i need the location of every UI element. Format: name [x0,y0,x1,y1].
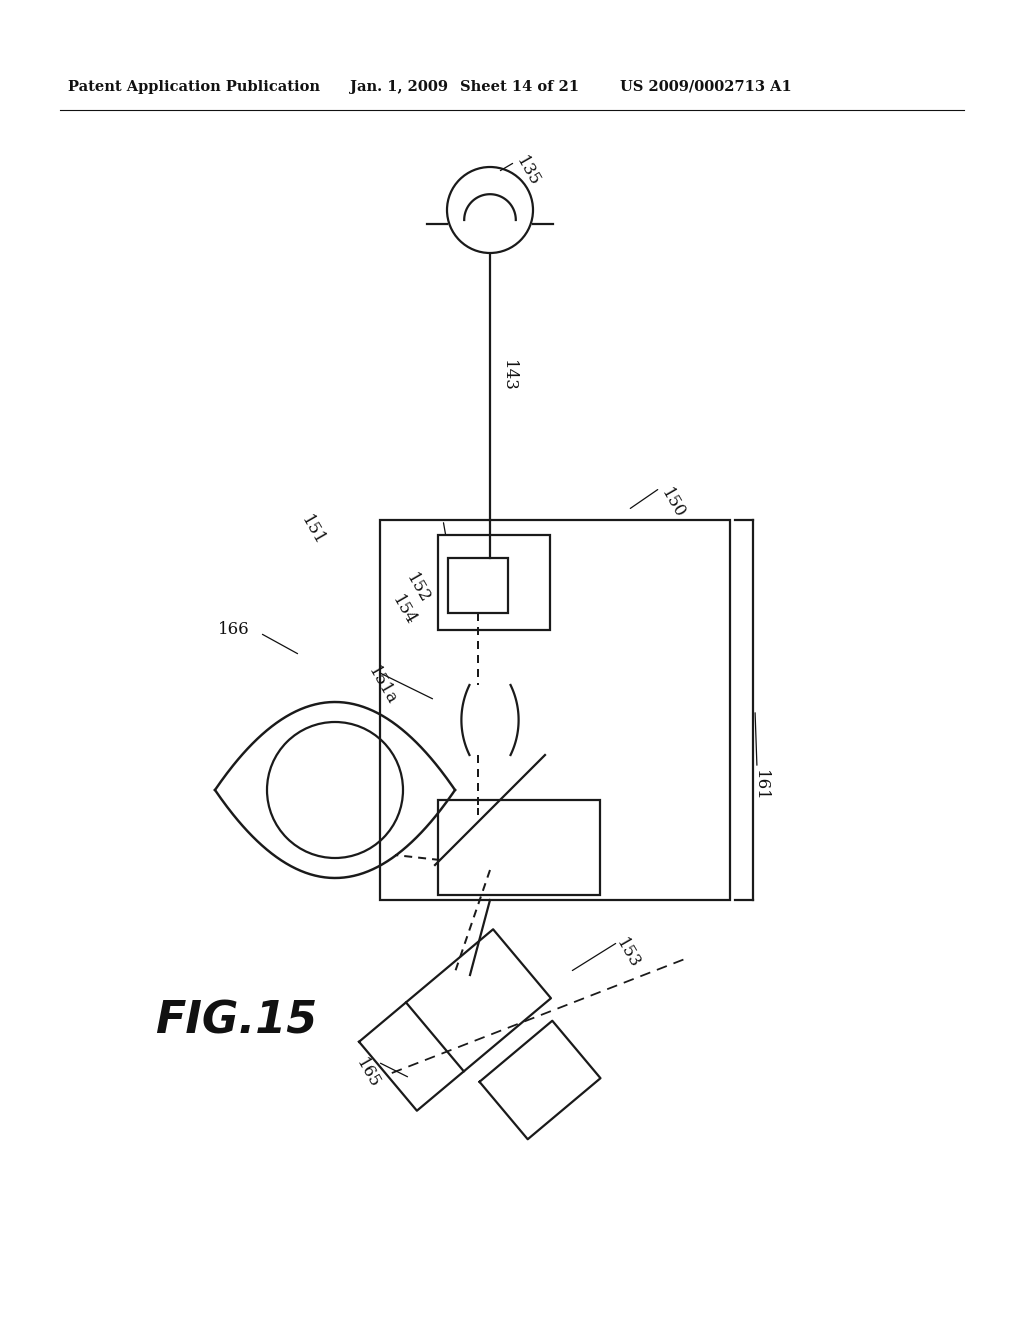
Bar [449,558,508,612]
Text: 152: 152 [402,570,433,607]
Text: 143: 143 [500,360,516,392]
Text: 151a: 151a [365,664,400,709]
Text: 151: 151 [298,512,329,549]
Text: 153: 153 [612,936,643,972]
Text: FIG.15: FIG.15 [155,1001,317,1043]
Bar [380,520,730,900]
Text: 150: 150 [657,486,688,521]
Text: 166: 166 [218,622,250,639]
Text: 165: 165 [352,1056,383,1092]
Bar [438,535,550,630]
Bar [438,800,600,895]
Text: Sheet 14 of 21: Sheet 14 of 21 [460,81,580,94]
Text: 154: 154 [389,593,419,628]
Text: Jan. 1, 2009: Jan. 1, 2009 [350,81,449,94]
Text: 161: 161 [752,770,768,801]
Text: 135: 135 [513,153,544,190]
Text: Patent Application Publication: Patent Application Publication [68,81,319,94]
Text: US 2009/0002713 A1: US 2009/0002713 A1 [620,81,792,94]
